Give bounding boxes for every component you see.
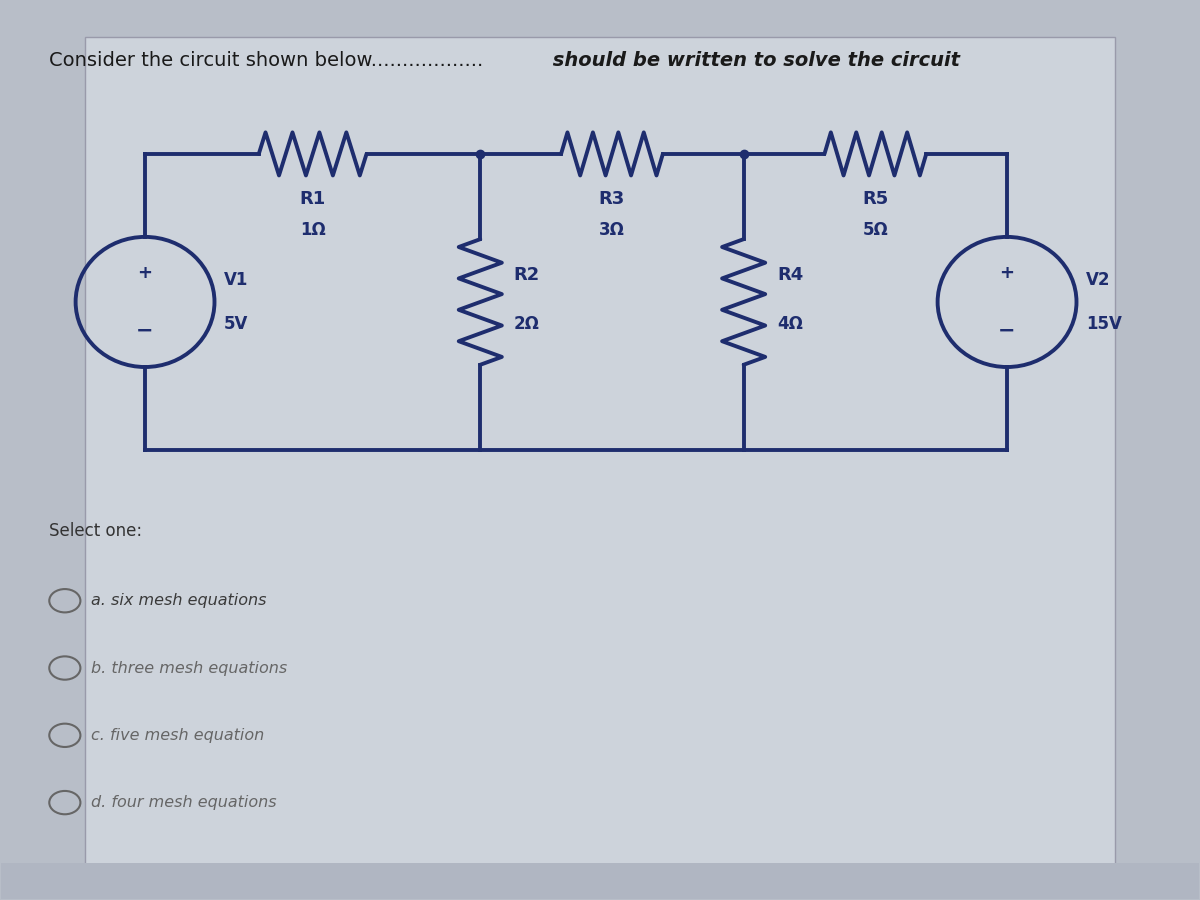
Text: c. five mesh equation: c. five mesh equation [91, 728, 264, 742]
Text: 5Ω: 5Ω [863, 221, 888, 239]
Text: d. four mesh equations: d. four mesh equations [91, 795, 277, 810]
Text: R2: R2 [514, 266, 540, 284]
Text: V2: V2 [1086, 271, 1110, 289]
Text: −: − [137, 320, 154, 340]
Text: Select one:: Select one: [49, 522, 143, 540]
Text: +: + [1000, 265, 1014, 283]
FancyBboxPatch shape [1, 863, 1199, 900]
Text: R1: R1 [300, 190, 325, 208]
FancyBboxPatch shape [85, 37, 1115, 872]
Text: 1Ω: 1Ω [300, 221, 325, 239]
Text: +: + [138, 265, 152, 283]
Text: 3Ω: 3Ω [599, 221, 625, 239]
Text: Consider the circuit shown below..................: Consider the circuit shown below........… [49, 50, 484, 69]
Text: V1: V1 [224, 271, 248, 289]
Text: 5V: 5V [224, 315, 248, 333]
Text: 4Ω: 4Ω [778, 315, 803, 333]
Text: a. six mesh equations: a. six mesh equations [91, 593, 266, 608]
Text: 2Ω: 2Ω [514, 315, 540, 333]
Text: should be written to solve the circuit: should be written to solve the circuit [546, 50, 960, 69]
Text: R3: R3 [599, 190, 625, 208]
Text: 15V: 15V [1086, 315, 1122, 333]
Text: b. three mesh equations: b. three mesh equations [91, 661, 288, 676]
Text: R5: R5 [863, 190, 888, 208]
Text: −: − [998, 320, 1016, 340]
Text: R4: R4 [778, 266, 804, 284]
